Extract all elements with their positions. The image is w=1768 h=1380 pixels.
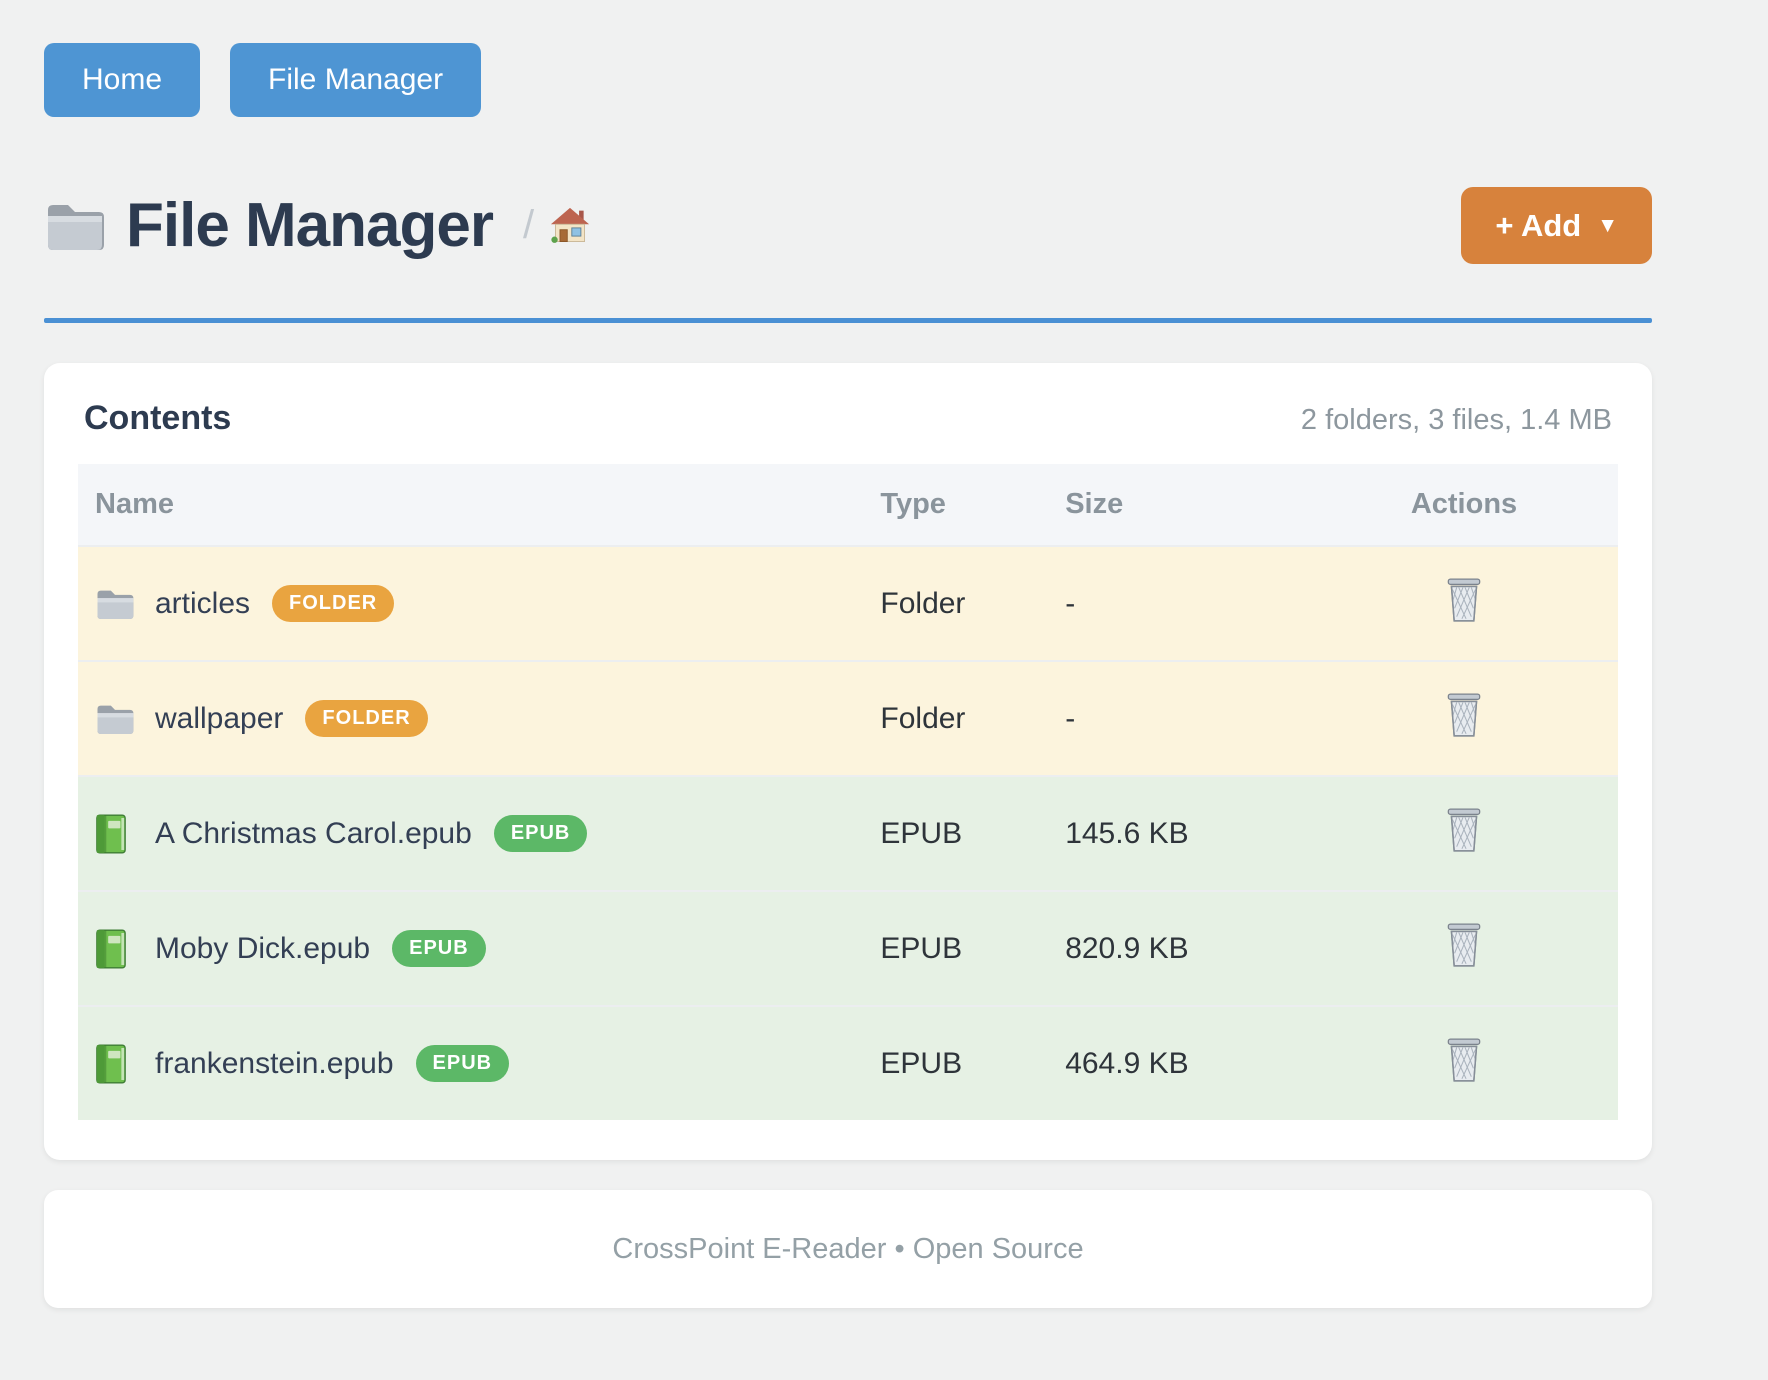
contents-card: Contents 2 folders, 3 files, 1.4 MB Name… (44, 363, 1652, 1160)
green-book-icon (95, 1043, 135, 1084)
file-table-body: articles FOLDER Folder - (78, 546, 1618, 1120)
type-badge: FOLDER (305, 700, 428, 737)
page: Home File Manager File Manager / (44, 0, 1652, 1308)
table-row[interactable]: Moby Dick.epub EPUB EPUB 820.9 KB (78, 891, 1618, 1006)
file-type: Folder (880, 586, 966, 620)
table-row[interactable]: articles FOLDER Folder - (78, 546, 1618, 661)
file-name[interactable]: wallpaper (155, 701, 284, 735)
add-button-label: + Add (1495, 207, 1582, 243)
type-badge: EPUB (392, 930, 486, 967)
column-header-type: Type (880, 488, 946, 520)
file-name[interactable]: A Christmas Carol.epub (155, 816, 472, 850)
file-size: 145.6 KB (1065, 816, 1189, 850)
wastebasket-icon (1447, 1037, 1481, 1082)
file-size: 464.9 KB (1065, 1046, 1189, 1080)
file-type: Folder (880, 701, 966, 735)
file-size: - (1065, 701, 1076, 735)
wastebasket-icon (1447, 807, 1481, 852)
delete-button[interactable] (1445, 922, 1483, 968)
table-header: Name Type Size Actions (78, 464, 1618, 546)
file-type: EPUB (880, 931, 963, 965)
home-button[interactable]: Home (44, 43, 201, 117)
type-badge: FOLDER (272, 585, 395, 622)
folder-icon (95, 699, 135, 739)
folder-icon (44, 200, 106, 252)
house-icon[interactable] (550, 207, 590, 245)
type-badge: EPUB (415, 1045, 510, 1082)
page-title: File Manager (126, 191, 494, 260)
footer-text: CrossPoint E-Reader • Open Source (612, 1232, 1084, 1265)
caret-down-icon: ▼ (1597, 213, 1618, 237)
contents-heading: Contents (84, 399, 232, 437)
file-name[interactable]: articles (155, 586, 251, 620)
type-badge: EPUB (493, 815, 588, 852)
file-size: - (1065, 586, 1076, 620)
delete-button[interactable] (1445, 692, 1483, 738)
column-header-actions: Actions (1410, 488, 1518, 520)
footer: CrossPoint E-Reader • Open Source (44, 1190, 1652, 1308)
breadcrumb-separator: / (523, 203, 535, 247)
file-size: 820.9 KB (1065, 931, 1189, 965)
file-name[interactable]: frankenstein.epub (155, 1046, 394, 1080)
wastebasket-icon (1447, 577, 1481, 622)
delete-button[interactable] (1445, 577, 1483, 623)
table-row[interactable]: wallpaper FOLDER Folder - (78, 661, 1618, 776)
folder-icon (95, 584, 135, 624)
file-manager-button[interactable]: File Manager (230, 43, 482, 117)
file-table: Name Type Size Actions (78, 464, 1618, 1120)
table-row[interactable]: A Christmas Carol.epub EPUB EPUB 145.6 K… (78, 776, 1618, 891)
green-book-icon (95, 928, 135, 969)
column-header-name: Name (95, 488, 174, 520)
column-header-size: Size (1065, 488, 1124, 520)
top-nav: Home File Manager (44, 43, 1652, 117)
wastebasket-icon (1447, 692, 1481, 737)
file-name[interactable]: Moby Dick.epub (155, 931, 371, 965)
contents-card-header: Contents 2 folders, 3 files, 1.4 MB (78, 399, 1618, 438)
green-book-icon (95, 813, 135, 854)
file-type: EPUB (880, 816, 963, 850)
delete-button[interactable] (1445, 1037, 1483, 1083)
table-row[interactable]: frankenstein.epub EPUB EPUB 464.9 KB (78, 1006, 1618, 1120)
header-divider (44, 318, 1652, 323)
file-type: EPUB (880, 1046, 963, 1080)
title-wrap: File Manager / (44, 190, 590, 261)
contents-summary: 2 folders, 3 files, 1.4 MB (1300, 404, 1612, 436)
add-button[interactable]: + Add ▼ (1461, 187, 1652, 264)
delete-button[interactable] (1445, 807, 1483, 853)
wastebasket-icon (1447, 922, 1481, 967)
page-header: File Manager / + Add ▼ (44, 187, 1652, 264)
